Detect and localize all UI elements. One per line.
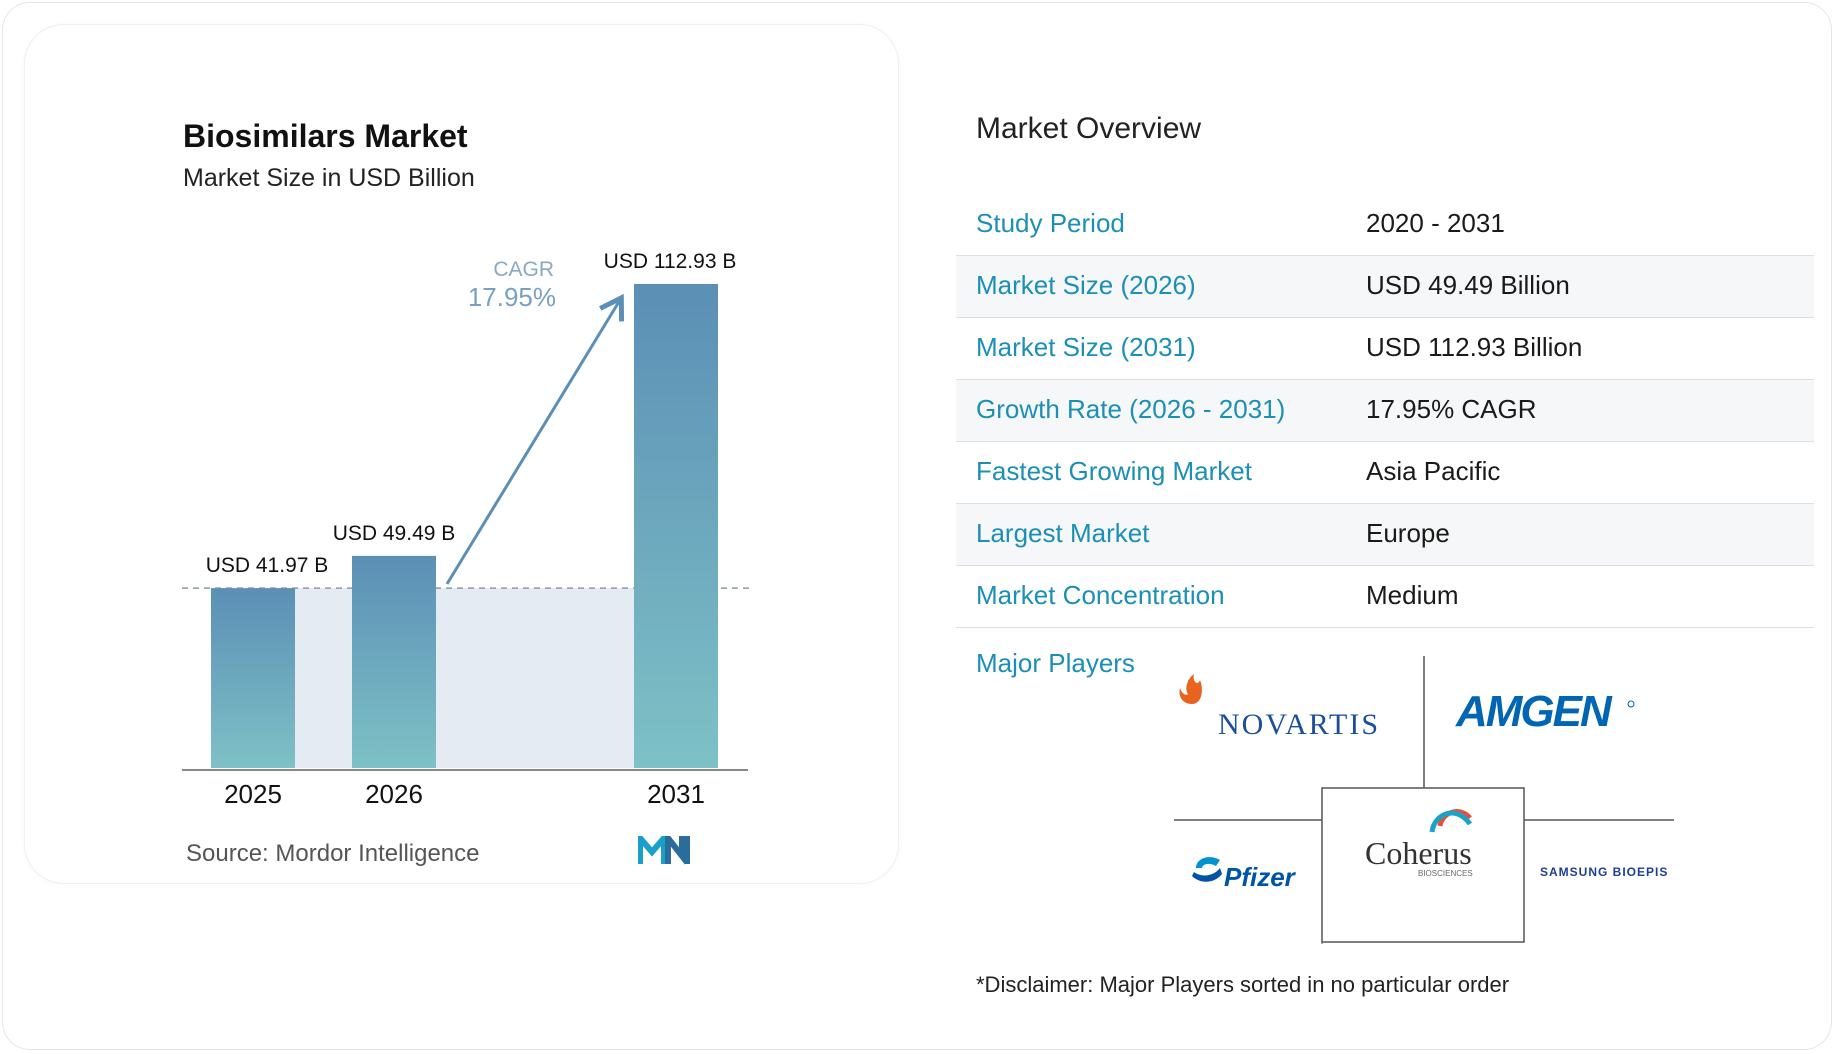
overview-row-value: USD 112.93 Billion — [1366, 332, 1583, 362]
disclaimer-text: *Disclaimer: Major Players sorted in no … — [976, 972, 1510, 997]
pfizer-pill-icon — [1196, 857, 1220, 868]
overview-row-value: Europe — [1366, 518, 1450, 548]
data-label-2031: USD 112.93 B — [604, 250, 737, 273]
overview-row-label: Market Size (2026) — [976, 270, 1196, 300]
novartis-wordmark: NOVARTIS — [1218, 708, 1380, 741]
pfizer-wordmark: Pfizer — [1224, 862, 1297, 892]
amgen-wordmark: AMGEN — [1455, 687, 1613, 736]
cagr-value: 17.95% — [468, 282, 556, 312]
mordor-logo-icon — [638, 836, 690, 865]
coherus-wordmark: Coherus — [1365, 835, 1472, 871]
overview-row-value: Medium — [1366, 580, 1459, 610]
chart-subtitle: Market Size in USD Billion — [183, 164, 475, 192]
data-label-2025: USD 41.97 B — [206, 554, 329, 577]
source-label: Source: — [186, 840, 269, 867]
overview-row-label: Fastest Growing Market — [976, 456, 1252, 486]
amgen-logo: AMGEN — [1455, 687, 1635, 736]
overview-row-label: Growth Rate (2026 - 2031) — [976, 394, 1286, 424]
overview-title: Market Overview — [976, 112, 1202, 145]
overview-row-value: Asia Pacific — [1366, 456, 1501, 486]
x-tick-2031: 2031 — [647, 779, 705, 809]
overview-row: Market Size (2026) USD 49.49 Billion — [956, 256, 1814, 318]
bar-2031 — [634, 284, 718, 768]
bar-2025 — [211, 588, 295, 768]
x-tick-2025: 2025 — [224, 779, 282, 809]
overview-row-label: Study Period — [976, 208, 1125, 238]
samsung-bioepis-logo: SAMSUNG BIOEPIS — [1540, 865, 1668, 879]
players-logo-grid: NOVARTIS AMGEN Pfizer Coherus BIOSCIENCE… — [1174, 656, 1674, 944]
bar-2026 — [352, 555, 436, 768]
pfizer-logo: Pfizer — [1192, 857, 1297, 892]
samsung-bioepis-wordmark: SAMSUNG BIOEPIS — [1540, 865, 1668, 879]
source-text: Source: Mordor Intelligence — [186, 840, 480, 868]
cagr-arrow-icon — [445, 293, 625, 585]
overview-row: Market Size (2031) USD 112.93 Billion — [956, 318, 1814, 380]
players-title: Major Players — [976, 648, 1135, 678]
overview-row-label: Largest Market — [976, 518, 1150, 548]
overview-row: Market Concentration Medium — [956, 566, 1814, 628]
coherus-subtitle: BIOSCIENCES — [1418, 869, 1473, 878]
overview-row-value: USD 49.49 Billion — [1366, 270, 1570, 300]
overview-row: Study Period 2020 - 2031 — [956, 194, 1814, 256]
overview-row-value: 2020 - 2031 — [1366, 208, 1505, 238]
overview-row-label: Market Concentration — [976, 580, 1225, 610]
overview-row: Growth Rate (2026 - 2031) 17.95% CAGR — [956, 380, 1814, 442]
data-label-2026: USD 49.49 B — [333, 522, 456, 545]
coherus-logo: Coherus BIOSCIENCES — [1365, 809, 1473, 878]
source-name: Mordor Intelligence — [275, 840, 480, 867]
overview-table: Study Period 2020 - 2031 Market Size (2026… — [956, 194, 1814, 628]
overview-row-value: 17.95% CAGR — [1366, 394, 1537, 424]
x-tick-2026: 2026 — [365, 779, 423, 809]
overview-row: Largest Market Europe — [956, 504, 1814, 566]
cagr-label: CAGR — [493, 258, 554, 281]
chart-title: Biosimilars Market — [183, 118, 468, 154]
novartis-logo: NOVARTIS — [1179, 674, 1380, 741]
overview-row-label: Market Size (2031) — [976, 332, 1196, 362]
overview-row: Fastest Growing Market Asia Pacific — [956, 442, 1814, 504]
